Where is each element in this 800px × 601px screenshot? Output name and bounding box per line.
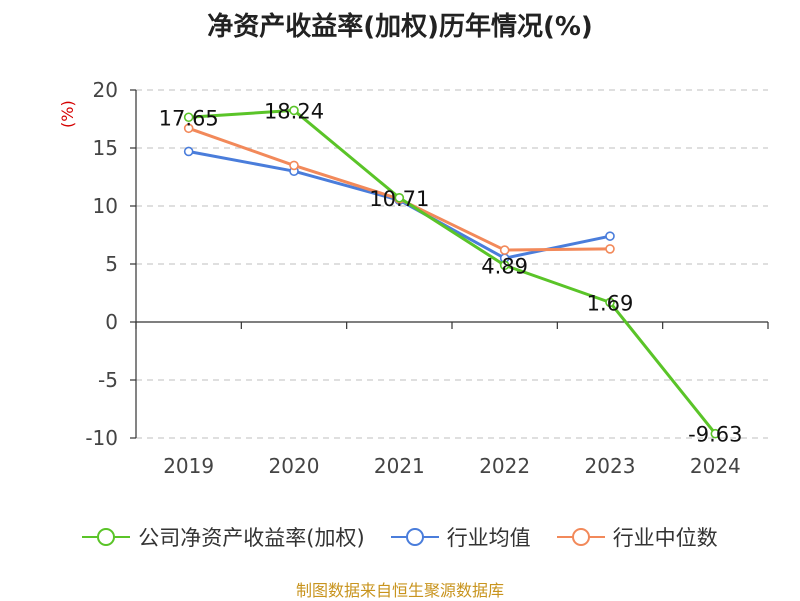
legend-item-industry-median[interactable]: 行业中位数: [556, 522, 718, 552]
y-tick-label: -5: [98, 368, 118, 392]
data-point: [605, 244, 615, 254]
y-tick-label: 15: [93, 136, 118, 160]
legend-label-industry-mean: 行业均值: [446, 526, 531, 550]
source-footer: 制图数据来自恒生聚源数据库: [295, 581, 504, 600]
legend-marker-company-roe: [82, 528, 131, 546]
data-label: 17.65: [159, 106, 219, 130]
legend-item-industry-mean[interactable]: 行业均值: [390, 522, 531, 552]
data-label: 1.69: [587, 291, 634, 315]
y-tick-label: 5: [105, 252, 118, 276]
x-tick-label: 2022: [479, 454, 530, 478]
data-point: [183, 123, 194, 134]
data-point: [710, 428, 721, 439]
data-point: [183, 112, 194, 123]
legend-marker-industry-mean: [390, 528, 439, 546]
x-tick-label: 2021: [374, 454, 425, 478]
legend-item-company-roe[interactable]: 公司净资产收益率(加权): [82, 522, 365, 552]
data-label: 18.24: [264, 99, 324, 123]
data-point: [605, 231, 615, 241]
data-point: [183, 146, 194, 157]
data-point: [289, 160, 299, 171]
legend-marker-industry-median: [556, 528, 605, 546]
series-line-company-roe: [188, 108, 717, 435]
data-label: -9.63: [688, 423, 742, 447]
data-label: 10.71: [369, 187, 429, 211]
legend-label-company-roe: 公司净资产收益率(加权): [138, 526, 365, 550]
y-tick-label: 0: [105, 310, 118, 334]
data-point: [394, 192, 405, 203]
data-point: [499, 260, 510, 271]
y-tick-label: -10: [85, 426, 118, 450]
data-point: [289, 105, 299, 116]
chart-title: 净资产收益率(加权)历年情况(%): [207, 12, 593, 42]
x-tick-label: 2023: [585, 454, 636, 478]
x-tick-label: 2019: [163, 454, 214, 478]
x-tick-label: 2024: [690, 454, 741, 478]
data-label: 4.89: [481, 254, 528, 278]
data-point: [605, 297, 615, 308]
x-tick-label: 2020: [269, 454, 320, 478]
legend-label-industry-median: 行业中位数: [612, 526, 718, 550]
y-tick-label: 20: [93, 78, 118, 102]
legend: 公司净资产收益率(加权) 行业均值 行业中位数: [0, 521, 800, 553]
data-point: [499, 245, 510, 255]
y-tick-label: 10: [93, 194, 118, 218]
